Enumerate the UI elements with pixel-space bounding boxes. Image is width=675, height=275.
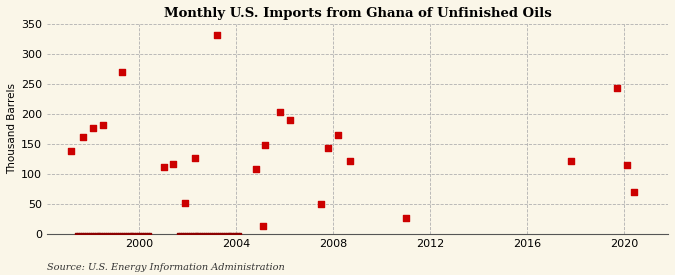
- Point: [78, 232, 89, 236]
- Point: [77, 232, 88, 236]
- Point: [177, 232, 188, 236]
- Point: [250, 167, 261, 171]
- Text: Source: U.S. Energy Information Administration: Source: U.S. Energy Information Administ…: [47, 263, 285, 272]
- Point: [78, 134, 89, 139]
- Point: [196, 232, 207, 236]
- Point: [97, 123, 108, 127]
- Point: [186, 232, 197, 236]
- Point: [204, 232, 215, 236]
- Point: [194, 232, 205, 236]
- Title: Monthly U.S. Imports from Ghana of Unfinished Oils: Monthly U.S. Imports from Ghana of Unfin…: [164, 7, 551, 20]
- Point: [104, 232, 115, 236]
- Point: [71, 232, 82, 236]
- Point: [88, 232, 99, 236]
- Point: [168, 162, 179, 167]
- Point: [316, 202, 327, 206]
- Point: [122, 232, 132, 236]
- Point: [215, 232, 226, 236]
- Point: [190, 232, 201, 236]
- Point: [175, 232, 186, 236]
- Point: [108, 232, 119, 236]
- Point: [198, 232, 209, 236]
- Point: [115, 232, 126, 236]
- Point: [117, 70, 128, 74]
- Point: [202, 232, 213, 236]
- Point: [178, 232, 189, 236]
- Point: [94, 232, 105, 236]
- Point: [200, 232, 211, 236]
- Point: [612, 85, 622, 90]
- Point: [102, 232, 113, 236]
- Point: [111, 232, 122, 236]
- Point: [622, 163, 632, 167]
- Point: [139, 232, 150, 236]
- Point: [223, 232, 234, 236]
- Point: [275, 109, 286, 114]
- Point: [86, 232, 97, 236]
- Point: [566, 159, 576, 164]
- Point: [192, 232, 203, 236]
- Point: [137, 232, 148, 236]
- Point: [235, 232, 246, 236]
- Point: [100, 232, 111, 236]
- Point: [173, 232, 184, 236]
- Point: [106, 232, 117, 236]
- Point: [113, 232, 124, 236]
- Point: [80, 232, 91, 236]
- Point: [345, 159, 356, 164]
- Point: [233, 232, 244, 236]
- Point: [124, 232, 134, 236]
- Point: [229, 232, 240, 236]
- Point: [180, 200, 191, 205]
- Point: [213, 232, 224, 236]
- Point: [135, 232, 146, 236]
- Point: [401, 216, 412, 221]
- Point: [211, 232, 222, 236]
- Point: [284, 118, 295, 122]
- Point: [109, 232, 120, 236]
- Point: [142, 232, 153, 236]
- Point: [144, 232, 155, 236]
- Point: [129, 232, 140, 236]
- Point: [98, 232, 109, 236]
- Point: [323, 145, 334, 150]
- Point: [96, 232, 107, 236]
- Point: [217, 232, 228, 236]
- Point: [90, 232, 101, 236]
- Point: [66, 149, 77, 153]
- Point: [117, 232, 128, 236]
- Point: [75, 232, 86, 236]
- Point: [158, 165, 169, 169]
- Point: [119, 232, 130, 236]
- Point: [125, 232, 136, 236]
- Point: [188, 232, 199, 236]
- Point: [333, 133, 344, 137]
- Point: [131, 232, 142, 236]
- Y-axis label: Thousand Barrels: Thousand Barrels: [7, 83, 17, 174]
- Point: [628, 190, 639, 194]
- Point: [221, 232, 232, 236]
- Point: [73, 232, 84, 236]
- Point: [209, 232, 220, 236]
- Point: [260, 143, 271, 147]
- Point: [182, 232, 193, 236]
- Point: [133, 232, 144, 236]
- Point: [180, 232, 191, 236]
- Point: [127, 232, 138, 236]
- Point: [190, 156, 200, 161]
- Point: [82, 232, 93, 236]
- Point: [206, 232, 217, 236]
- Point: [88, 126, 99, 131]
- Point: [227, 232, 238, 236]
- Point: [219, 232, 230, 236]
- Point: [208, 232, 219, 236]
- Point: [84, 232, 95, 236]
- Point: [225, 232, 236, 236]
- Point: [258, 224, 269, 228]
- Point: [92, 232, 103, 236]
- Point: [184, 232, 195, 236]
- Point: [140, 232, 151, 236]
- Point: [211, 32, 222, 37]
- Point: [231, 232, 242, 236]
